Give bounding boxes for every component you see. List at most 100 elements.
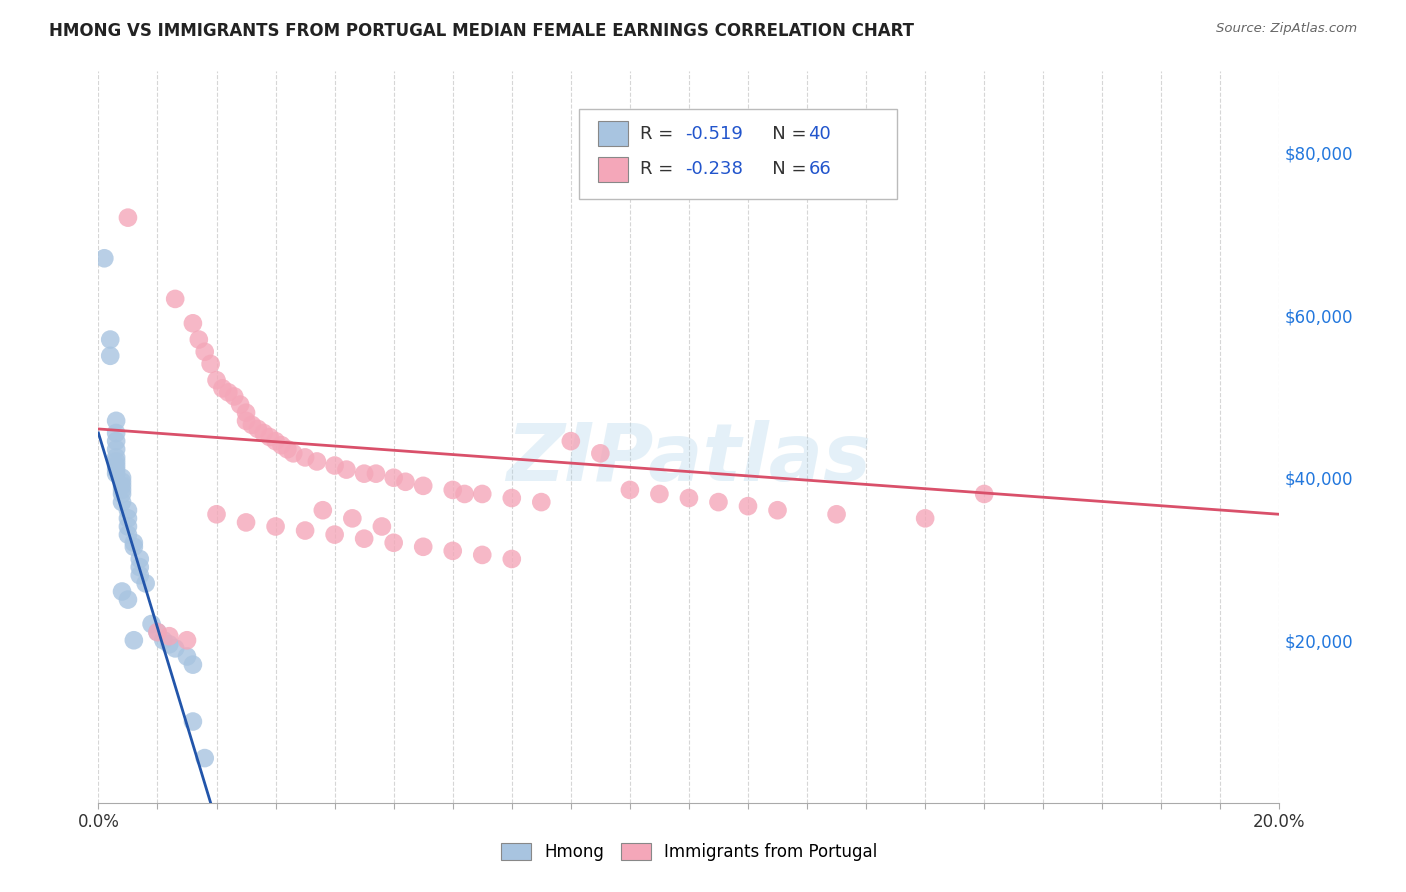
- Legend: Hmong, Immigrants from Portugal: Hmong, Immigrants from Portugal: [494, 836, 884, 868]
- Point: [312, 503, 335, 517]
- Point: [501, 491, 523, 505]
- Text: -0.519: -0.519: [685, 125, 742, 143]
- Point: [194, 344, 217, 359]
- Point: [394, 475, 416, 489]
- Point: [412, 540, 434, 554]
- Text: 40: 40: [808, 125, 831, 143]
- Point: [235, 406, 257, 420]
- Text: R =: R =: [640, 161, 679, 178]
- Point: [235, 516, 257, 530]
- Point: [105, 454, 128, 468]
- Point: [471, 487, 494, 501]
- Point: [135, 576, 157, 591]
- Point: [187, 333, 209, 347]
- Point: [229, 398, 252, 412]
- Point: [353, 467, 375, 481]
- Point: [122, 633, 145, 648]
- Point: [194, 751, 217, 765]
- Point: [117, 211, 139, 225]
- Point: [619, 483, 641, 497]
- Point: [240, 417, 263, 432]
- Text: R =: R =: [640, 125, 679, 143]
- Text: -0.238: -0.238: [685, 161, 742, 178]
- Point: [364, 467, 387, 481]
- Point: [122, 540, 145, 554]
- Point: [217, 385, 239, 400]
- Point: [353, 532, 375, 546]
- Point: [146, 625, 169, 640]
- Point: [294, 524, 316, 538]
- Point: [93, 252, 115, 266]
- Point: [122, 535, 145, 549]
- Point: [111, 495, 134, 509]
- Point: [560, 434, 582, 449]
- Point: [117, 511, 139, 525]
- Point: [146, 625, 169, 640]
- Point: [342, 511, 364, 525]
- Point: [117, 503, 139, 517]
- Point: [211, 381, 233, 395]
- Point: [305, 454, 328, 468]
- Point: [270, 438, 292, 452]
- Point: [111, 479, 134, 493]
- Point: [825, 508, 848, 522]
- Point: [335, 462, 357, 476]
- Point: [205, 373, 228, 387]
- Point: [128, 568, 150, 582]
- Point: [111, 483, 134, 497]
- Point: [382, 535, 405, 549]
- Point: [157, 637, 180, 651]
- Point: [323, 458, 346, 473]
- Point: [141, 617, 163, 632]
- Point: [111, 471, 134, 485]
- Point: [165, 292, 187, 306]
- Point: [181, 657, 204, 672]
- Point: [128, 560, 150, 574]
- Point: [678, 491, 700, 505]
- Point: [371, 519, 394, 533]
- Point: [382, 471, 405, 485]
- Text: HMONG VS IMMIGRANTS FROM PORTUGAL MEDIAN FEMALE EARNINGS CORRELATION CHART: HMONG VS IMMIGRANTS FROM PORTUGAL MEDIAN…: [49, 22, 914, 40]
- Point: [176, 649, 198, 664]
- Text: ZIPatlas: ZIPatlas: [506, 420, 872, 498]
- Point: [648, 487, 671, 501]
- Point: [105, 467, 128, 481]
- Text: N =: N =: [755, 161, 813, 178]
- Point: [276, 442, 298, 457]
- Point: [117, 592, 139, 607]
- Point: [128, 552, 150, 566]
- Point: [105, 450, 128, 465]
- Text: 66: 66: [808, 161, 831, 178]
- Point: [259, 430, 281, 444]
- Point: [323, 527, 346, 541]
- Point: [105, 425, 128, 440]
- Point: [264, 434, 287, 449]
- Point: [152, 633, 174, 648]
- Point: [973, 487, 995, 501]
- Text: N =: N =: [755, 125, 813, 143]
- Point: [200, 357, 222, 371]
- Point: [165, 641, 187, 656]
- Point: [105, 458, 128, 473]
- Point: [181, 316, 204, 330]
- Point: [105, 414, 128, 428]
- Point: [914, 511, 936, 525]
- Point: [441, 544, 464, 558]
- Text: Source: ZipAtlas.com: Source: ZipAtlas.com: [1216, 22, 1357, 36]
- Point: [235, 414, 257, 428]
- Point: [412, 479, 434, 493]
- Point: [111, 475, 134, 489]
- Point: [98, 349, 121, 363]
- Point: [181, 714, 204, 729]
- Point: [737, 499, 759, 513]
- Point: [707, 495, 730, 509]
- Point: [176, 633, 198, 648]
- Point: [453, 487, 475, 501]
- Point: [501, 552, 523, 566]
- Point: [253, 425, 276, 440]
- Point: [589, 446, 612, 460]
- Point: [264, 519, 287, 533]
- Point: [111, 584, 134, 599]
- Point: [294, 450, 316, 465]
- Point: [157, 629, 180, 643]
